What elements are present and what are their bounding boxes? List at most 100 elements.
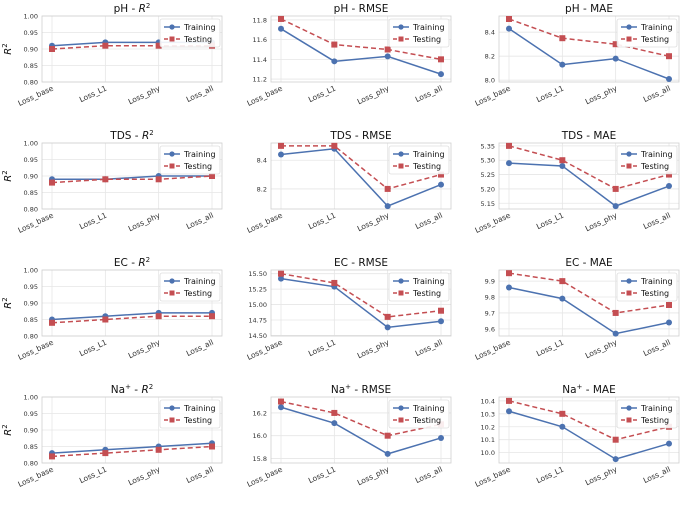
title-superscript: 2: [149, 383, 153, 391]
legend-label: Training: [640, 23, 673, 32]
plot-frame: [41, 142, 223, 210]
legend-marker-testing: [398, 163, 404, 169]
x-tick-label: Loss_L1: [78, 338, 108, 359]
x-tick-label: Loss_L1: [535, 465, 565, 486]
testing-point: [49, 179, 55, 186]
x-tick-label: Loss_L1: [307, 338, 337, 359]
testing-point: [506, 270, 512, 277]
legend-marker-training: [626, 151, 632, 157]
training-point: [331, 420, 338, 427]
y-axis-label: R2: [1, 297, 14, 308]
training-point: [438, 71, 444, 78]
testing-line: [51, 44, 212, 50]
legend-label: Training: [183, 277, 216, 286]
legend-marker-training: [398, 151, 404, 157]
testing-line: [280, 272, 442, 318]
x-tick-label: Loss_L1: [78, 84, 108, 105]
title-text: - MAE: [582, 384, 615, 396]
title-text: TDS -: [109, 130, 142, 142]
training-line: [508, 162, 670, 207]
training-point: [666, 440, 672, 447]
training-point: [506, 284, 512, 291]
x-tick-label: Loss_base: [17, 464, 56, 488]
legend-marker-training: [169, 151, 175, 157]
training-line: [280, 277, 442, 329]
title-superscript: 2: [149, 129, 153, 137]
legend-box: [159, 145, 221, 175]
legend-marker-training: [169, 278, 175, 284]
x-tick-label: Loss_base: [246, 337, 285, 361]
testing-point: [438, 307, 444, 314]
title-text: Na: [562, 384, 576, 396]
testing-point: [384, 313, 391, 320]
training-point: [559, 61, 566, 68]
y-tick-label: 1.00: [24, 267, 38, 275]
title-ion-superscript: +: [577, 383, 583, 391]
chart-title: EC - MAE: [565, 257, 612, 269]
testing-line: [51, 315, 212, 324]
testing-point: [506, 397, 512, 404]
legend-label: Testing: [183, 416, 212, 425]
training-point: [612, 55, 619, 62]
testing-point: [155, 446, 162, 453]
y-tick-label: 11.8: [253, 16, 267, 24]
chart-panel-11: 15.8 16.0 16.2 Loss_base Loss_L1 Loss_phy Loss…: [246, 383, 452, 489]
legend-label: Training: [640, 404, 673, 413]
testing-point: [155, 313, 162, 320]
y-axis-label: R2: [1, 43, 14, 54]
plot-frame: [41, 15, 223, 83]
testing-line: [51, 175, 213, 184]
training-point: [278, 151, 284, 158]
chart-panel-5: 8.2 8.4 Loss_base Loss_L1 Loss_phy Loss_all TD…: [246, 130, 452, 235]
y-tick-label: 8.2: [485, 53, 495, 61]
plot-frame: [498, 396, 680, 464]
training-point: [384, 203, 391, 210]
legend-box: [159, 18, 221, 48]
x-tick-label: Loss_all: [414, 211, 444, 231]
y-tick-label: 11.6: [253, 36, 267, 44]
chart-title: TDS - RMSE: [329, 130, 391, 142]
x-tick-label: Loss_phy: [356, 464, 391, 487]
testing-point: [278, 398, 284, 405]
training-line: [51, 312, 212, 321]
testing-point: [278, 142, 284, 149]
plot-frame: [270, 396, 452, 464]
chart-title: Na+ - RMSE: [331, 383, 391, 396]
title-text: Na: [111, 384, 125, 396]
chart-title: pH - R2: [114, 2, 151, 15]
legend-marker-testing: [626, 290, 632, 296]
y-tick-label: 0.90: [24, 173, 38, 181]
title-text: -: [131, 384, 141, 396]
y-tick-label: 1.00: [24, 140, 38, 148]
training-point: [438, 181, 444, 188]
x-tick-label: Loss_base: [246, 464, 285, 488]
x-tick-label: Loss_all: [414, 465, 444, 485]
x-tick-label: Loss_L1: [307, 84, 337, 105]
testing-point: [102, 176, 109, 183]
training-line: [280, 406, 442, 455]
training-point: [666, 183, 672, 190]
testing-point: [612, 185, 619, 192]
y-tick-label: 0.90: [24, 46, 38, 54]
plot-frame: [270, 15, 452, 83]
y-tick-label: 8.0: [485, 77, 495, 85]
legend-label: Training: [412, 277, 445, 286]
title-math: R: [138, 257, 145, 269]
legend-marker-testing: [169, 163, 175, 169]
training-point: [559, 162, 566, 169]
testing-point: [506, 142, 512, 149]
x-tick-label: Loss_all: [185, 211, 215, 231]
y-tick-label: 10.4: [481, 397, 495, 405]
y-axis-label-superscript: 2: [1, 170, 9, 174]
legend-label: Training: [183, 23, 216, 32]
x-tick-label: Loss_L1: [535, 338, 565, 359]
legend-label: Testing: [183, 35, 212, 44]
y-tick-label: 0.85: [24, 443, 38, 451]
legend-marker-testing: [398, 290, 404, 296]
testing-point: [559, 278, 566, 285]
x-tick-label: Loss_all: [185, 338, 215, 358]
plot-frame: [498, 142, 680, 210]
training-point: [666, 319, 672, 326]
y-axis-label: R2: [1, 424, 14, 435]
training-point: [384, 450, 391, 457]
